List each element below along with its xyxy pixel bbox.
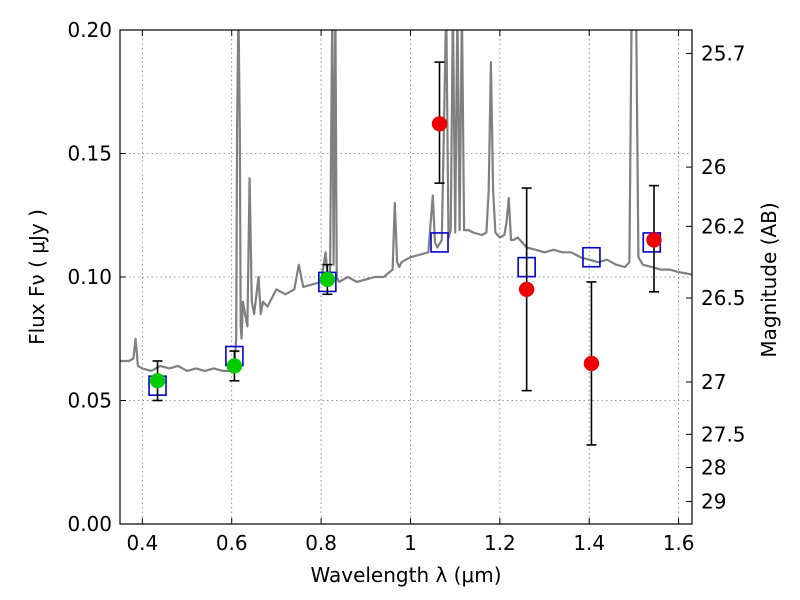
x-tick-label: 1.2 bbox=[484, 531, 516, 555]
y-tick-label: 0.00 bbox=[67, 512, 112, 536]
y-tick-label: 0.20 bbox=[67, 18, 112, 42]
y-tick-label: 0.05 bbox=[67, 389, 112, 413]
x-tick-label: 1.6 bbox=[663, 531, 695, 555]
y-tick-label: 0.10 bbox=[67, 265, 112, 289]
observed-flux-point bbox=[646, 232, 662, 248]
right-tick-label: 27 bbox=[701, 370, 726, 394]
right-tick-label: 25.7 bbox=[701, 41, 746, 65]
right-tick-label: 27.5 bbox=[701, 422, 746, 446]
x-tick-label: 0.8 bbox=[305, 531, 337, 555]
observed-flux-point bbox=[431, 116, 448, 132]
observed-flux-point bbox=[583, 355, 600, 372]
observed-flux-point bbox=[226, 358, 243, 374]
x-tick-label: 0.4 bbox=[126, 531, 158, 555]
spectrum-line bbox=[120, 30, 692, 372]
ticks: 0.4 0.6 0.8 1 1.2 1.4 1.6 0.00 0.05 0.10 0.15 0.20 2… bbox=[67, 18, 745, 555]
observed-flux-point bbox=[319, 271, 336, 288]
x-tick-label: 0.6 bbox=[216, 531, 248, 555]
y-tick-label: 0.15 bbox=[67, 142, 112, 166]
model-square-point bbox=[582, 246, 601, 268]
right-axis-title: Magnitude (AB) bbox=[757, 202, 781, 357]
data-layer bbox=[120, 30, 692, 446]
right-tick-label: 28 bbox=[701, 455, 726, 479]
model-square-point bbox=[430, 232, 449, 253]
right-tick-label: 26 bbox=[701, 155, 726, 179]
observed-flux-point bbox=[518, 281, 535, 298]
y-axis-title: Flux Fν ( μJy ) bbox=[25, 209, 49, 345]
observed-flux-point bbox=[149, 372, 166, 389]
x-tick-label: 1.4 bbox=[573, 531, 605, 555]
right-tick-label: 29 bbox=[701, 490, 726, 514]
right-tick-label: 26.2 bbox=[701, 214, 746, 238]
x-tick-label: 1 bbox=[404, 531, 417, 555]
right-tick-label: 26.5 bbox=[701, 286, 746, 310]
grid bbox=[120, 29, 692, 525]
x-axis-title: Wavelength λ (μm) bbox=[310, 563, 501, 587]
